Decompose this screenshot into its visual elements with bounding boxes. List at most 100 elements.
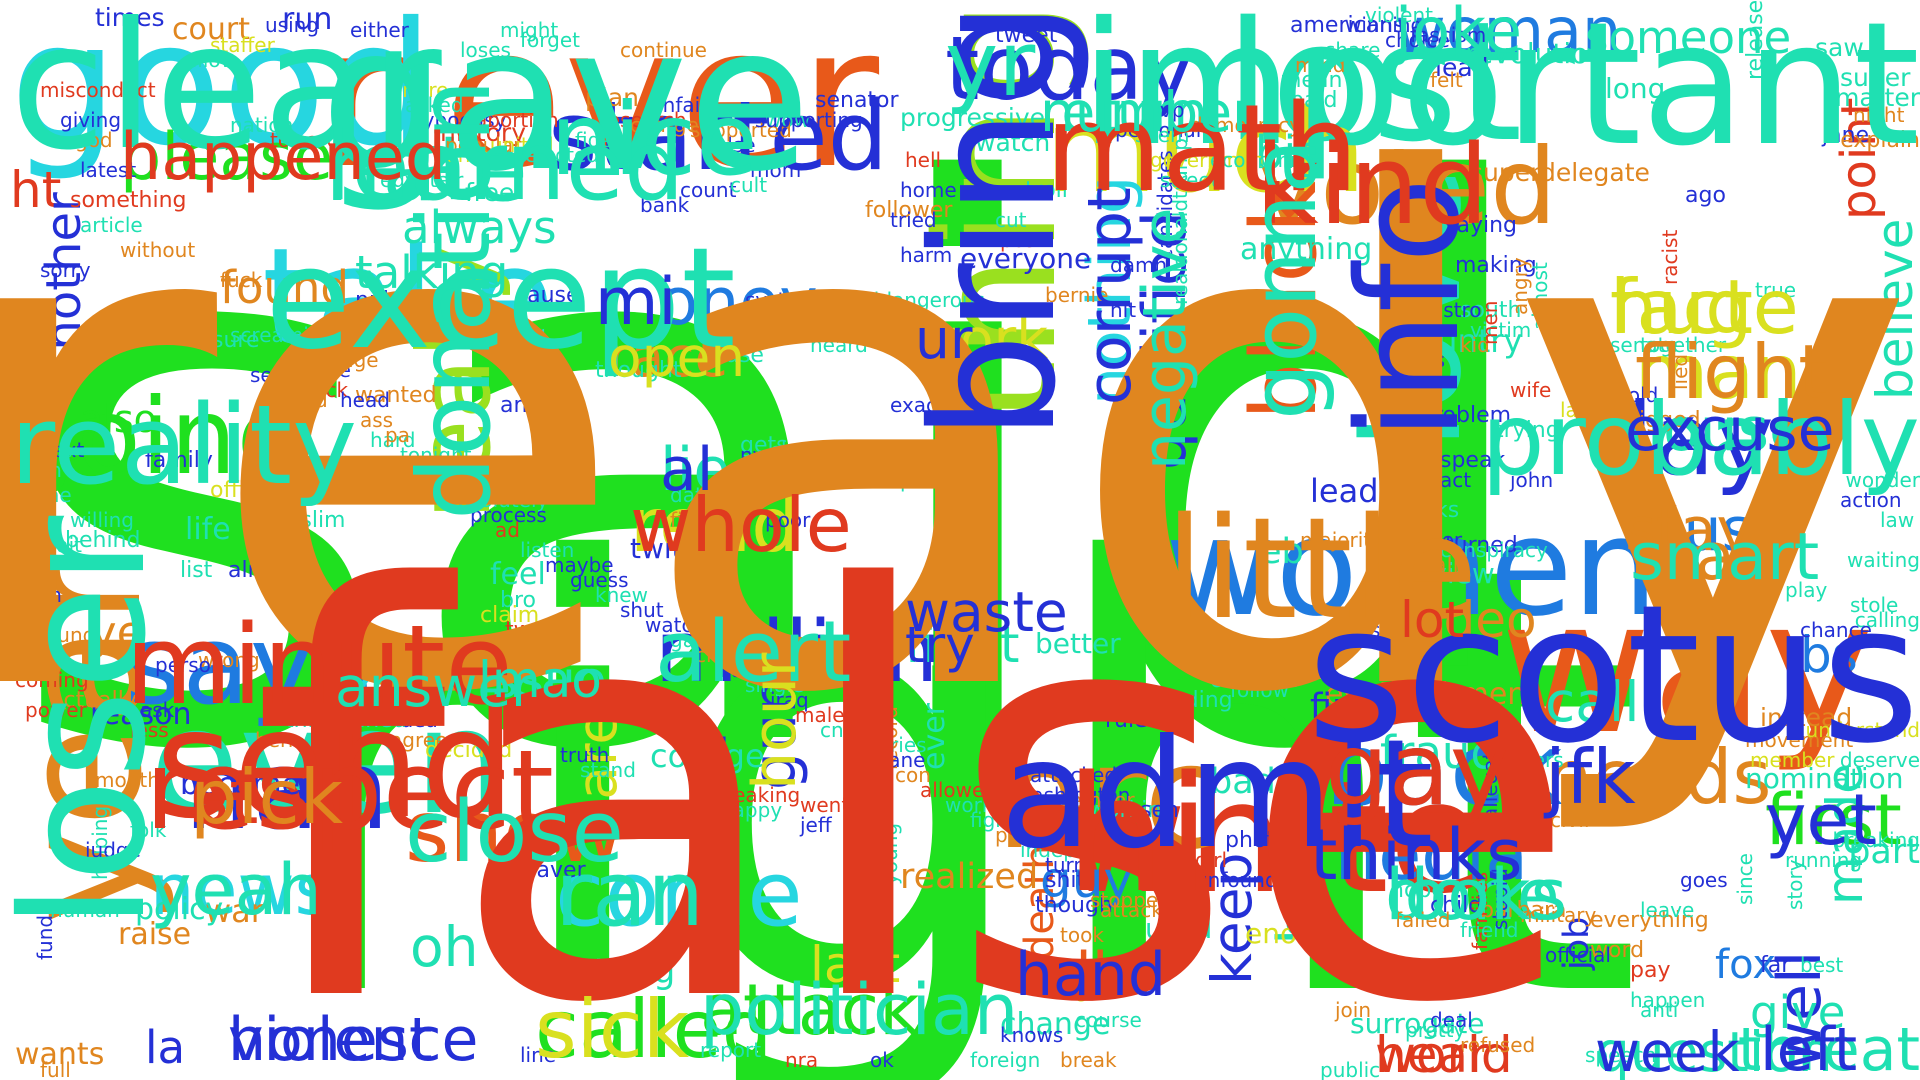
word-child: child (1430, 893, 1483, 918)
word-old: old (10, 568, 41, 592)
word-progressive: progressive (900, 103, 1046, 132)
word-person: person (155, 653, 224, 677)
word-something: something (70, 188, 187, 213)
word-using: using (265, 13, 320, 37)
word-threatened: threatened (285, 708, 407, 733)
word-ready: ready (0, 32, 1920, 847)
word-world: world (1375, 1026, 1513, 1080)
word-actually: actually (50, 688, 137, 713)
word-cnn: cnn (820, 718, 857, 742)
word-fuck: fuck (220, 268, 263, 292)
word-thought: thought (595, 358, 682, 383)
word-man: man (145, 726, 390, 854)
word-block: block (295, 378, 349, 402)
word-around: around (25, 623, 96, 647)
word-photo: photo (1225, 828, 1289, 853)
word-understand: understand (1805, 718, 1920, 742)
word-bank: bank (640, 193, 690, 217)
word-use: use (725, 343, 764, 368)
word-wow: wow (765, 108, 810, 132)
word-flight: flight (1635, 328, 1828, 416)
word-important: important (1080, 0, 1920, 184)
word-part: part (1848, 832, 1920, 872)
word-answer: answer (335, 655, 534, 719)
word-mi: mi (595, 265, 677, 340)
word-many: many (1635, 328, 1846, 416)
word-wage: wage (325, 348, 379, 372)
word-yeah: yeah (150, 849, 322, 931)
word-violence: violence (228, 1005, 479, 1075)
word-fox: fox (1715, 942, 1776, 988)
word-lost: lost (1225, 0, 1523, 178)
word-hand: hand (1015, 940, 1166, 1010)
word-admit: admit (1000, 708, 1434, 882)
word-math: math (1045, 80, 1359, 219)
word-vp: vp (1160, 98, 1185, 122)
word-liar: liar (720, 658, 752, 682)
word-thinks: thinks (1310, 814, 1523, 896)
word-free: free (465, 178, 515, 207)
word-pick: pick (190, 753, 344, 841)
word-find: find (670, 508, 708, 532)
word-month: month (95, 768, 160, 792)
word-happened: happened (120, 120, 446, 195)
word-attack: attack (700, 969, 920, 1051)
word-number: number (1040, 80, 1255, 144)
word-supported: supported (690, 118, 792, 142)
word-knows: knows (1000, 1023, 1064, 1047)
word-hypocrisy: hypocrisy (410, 108, 507, 132)
word-al: al (660, 435, 714, 505)
word-former: former (1395, 528, 1463, 552)
word-guess: guess (570, 568, 629, 592)
word-wants: wants (15, 1037, 105, 1072)
word-woman: woman (1395, 0, 1622, 67)
word-conspiracy: conspiracy (1440, 538, 1548, 562)
word-action: action (1840, 488, 1902, 512)
word-official: official (1545, 943, 1611, 967)
word-fan: fan (30, 583, 62, 607)
word-hate: hate (325, 117, 528, 222)
word-forget: forget (520, 28, 580, 52)
word-happy: happy (720, 798, 783, 822)
word-end: end (10, 478, 48, 502)
word-god: god (75, 128, 113, 152)
word-violent: violent (1365, 3, 1434, 27)
word-today: today (945, 17, 1196, 120)
word-since: since (1733, 853, 1757, 905)
word-hurt: hurt (355, 308, 397, 332)
word-post: post (1000, 228, 1044, 252)
word-issue: issue (478, 651, 607, 709)
word-economic: economic (1210, 148, 1307, 172)
word-apologize: apologize (420, 468, 517, 492)
word-screaming: screaming (230, 323, 335, 347)
word-together: together (1640, 333, 1727, 357)
word-gave: gave (320, 0, 811, 216)
word-class: class (695, 643, 745, 667)
word-done: done (1385, 854, 1560, 936)
word-nation: nation (230, 113, 294, 137)
word-back: back (1325, 711, 1563, 828)
word-cult: cult (730, 173, 768, 197)
word-trending: trending (1140, 688, 1233, 713)
word-night: night (1853, 103, 1905, 127)
word-attacked: attacked (1030, 763, 1118, 787)
word-realized: realized (900, 857, 1039, 897)
word-movement: movement (1745, 728, 1854, 752)
word-team: team (10, 458, 62, 482)
word-foreign: foreign (970, 1048, 1041, 1072)
word-member: member (1750, 748, 1835, 772)
word-board: board (270, 388, 328, 412)
word-superdelegate: superdelegate (1470, 158, 1650, 187)
word-lol: lol (688, 732, 729, 772)
word-chair: chair (1305, 828, 1360, 853)
word-guy: guy (1040, 851, 1134, 909)
word-give: give (1750, 986, 1846, 1039)
word-male: male (795, 703, 845, 727)
word-anti: anti (1640, 998, 1679, 1022)
word-research: research (600, 108, 687, 132)
word-family: family (145, 448, 213, 473)
word-behind: behind (65, 528, 141, 553)
word-ur: ur (915, 307, 973, 371)
word-negative: negative (1130, 207, 1200, 470)
word-mind: mind (1295, 53, 1346, 77)
